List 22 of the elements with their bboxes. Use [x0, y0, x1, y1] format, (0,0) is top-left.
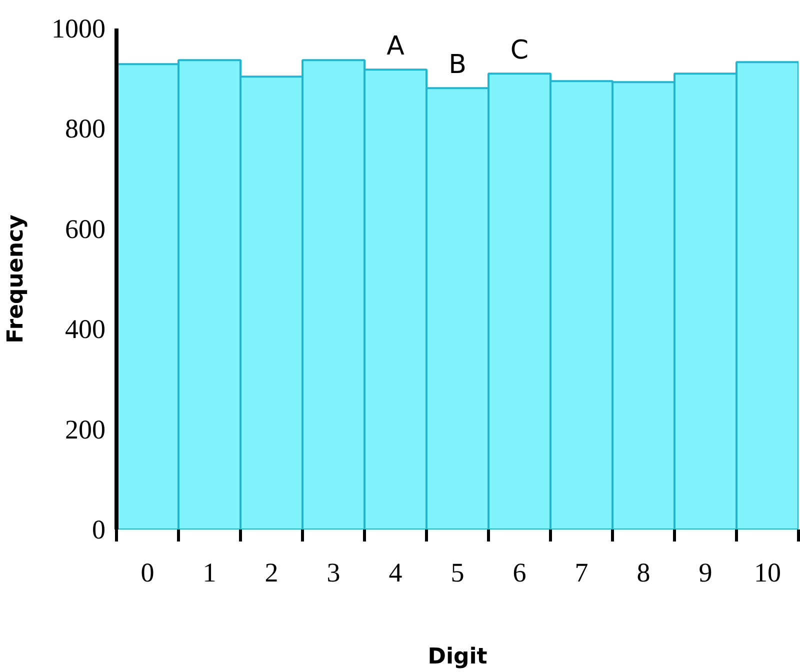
x-tick-label: 0	[140, 558, 154, 588]
x-tick-label: 9	[698, 558, 712, 588]
x-tick-label: 6	[512, 558, 526, 588]
x-tick-label: 3	[326, 558, 340, 588]
y-tick-label: 400	[65, 314, 106, 344]
x-tick-label: 2	[264, 558, 278, 588]
annotation: B	[448, 50, 466, 80]
y-tick-label: 800	[65, 114, 106, 144]
x-tick-label: 5	[450, 558, 464, 588]
annotation: C	[510, 36, 529, 66]
x-tick-label: 7	[574, 558, 588, 588]
y-tick-label: 600	[65, 214, 106, 244]
x-tick-label: 1	[202, 558, 216, 588]
x-axis-title: Digit	[428, 644, 488, 670]
x-tick-label: 4	[388, 558, 403, 588]
y-tick-label: 0	[92, 514, 106, 544]
x-tick-label: 8	[636, 558, 650, 588]
y-tick-label: 200	[65, 414, 106, 444]
annotation: A	[386, 32, 405, 62]
y-tick-label: 1000	[52, 14, 106, 44]
y-axis-title: Frequency	[4, 214, 28, 344]
x-tick-label: 10	[754, 558, 781, 588]
